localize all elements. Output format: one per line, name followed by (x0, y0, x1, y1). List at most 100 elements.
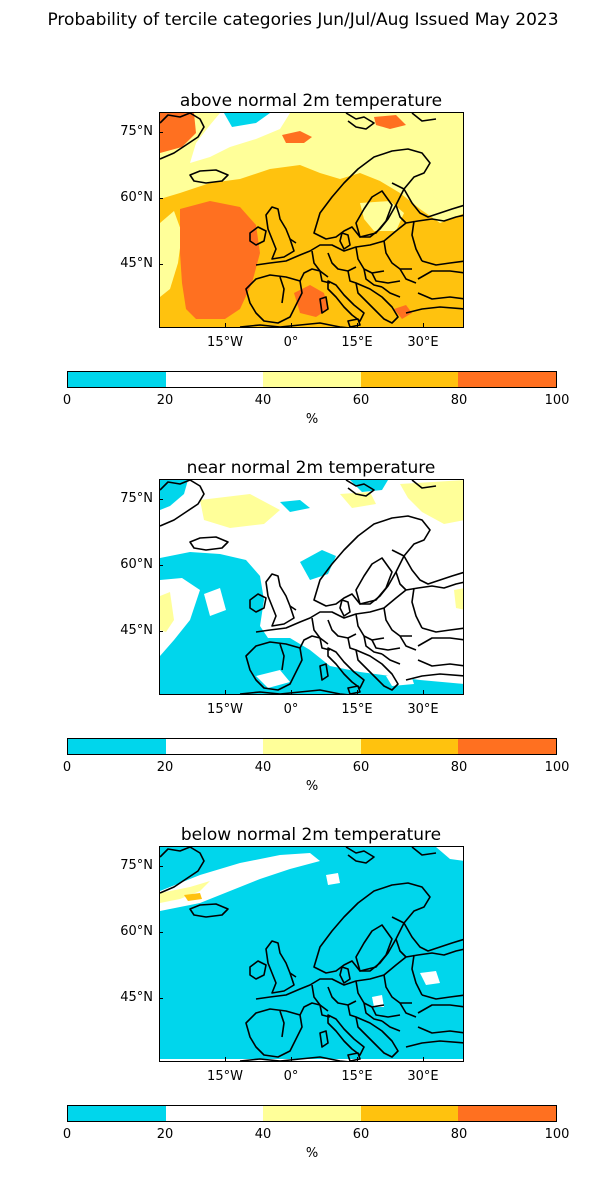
coastline-layer (160, 480, 463, 694)
coastline (391, 549, 463, 585)
coastline (245, 1008, 303, 1058)
field-0-20 (280, 500, 310, 512)
lon-tick-mark (423, 690, 424, 694)
field-80-100 (180, 201, 260, 323)
country-border (299, 268, 329, 282)
coastline (255, 948, 463, 1000)
coastline (189, 536, 229, 551)
coastline (255, 581, 463, 633)
lat-tick-mark (159, 499, 163, 500)
field-80-100 (394, 305, 412, 319)
lon-tick-label: 15°W (207, 702, 243, 717)
coastline (355, 1016, 399, 1058)
colorbar-unit-label: % (305, 779, 319, 794)
lat-tick-label: 75°N (120, 491, 153, 506)
colorbar (67, 371, 557, 388)
colorbar-segment (458, 1106, 556, 1121)
colorbar-tick-label: 100 (544, 760, 570, 775)
country-border (347, 637, 357, 651)
map-panel-above: above normal 2m temperature 75°N 60°N 45… (0, 90, 606, 458)
lon-tick-mark (423, 1057, 424, 1061)
coastline (327, 647, 365, 689)
lon-tick-mark (291, 323, 292, 327)
country-border (399, 268, 417, 284)
colorbar-unit-label: % (305, 412, 319, 427)
coastline (347, 685, 361, 694)
field-20-40 (420, 971, 440, 985)
coastline (417, 637, 463, 647)
coastline (189, 903, 229, 918)
country-border (381, 1020, 401, 1032)
lon-tick-mark (423, 323, 424, 327)
panel-title: below normal 2m temperature (180, 825, 442, 845)
forecast-map (159, 846, 464, 1062)
coastline (239, 322, 349, 327)
colorbar-tick-label: 100 (544, 393, 570, 408)
country-border (399, 635, 417, 651)
colorbar-tick-label: 0 (62, 1127, 72, 1142)
colorbar-segment (360, 372, 459, 387)
coastline (391, 916, 463, 952)
colorbar-tick-label: 60 (352, 393, 370, 408)
colorbar-segment (165, 372, 264, 387)
coastline (417, 1004, 463, 1014)
lon-tick-mark (357, 323, 358, 327)
country-border (371, 639, 401, 651)
colorbar-tick-label: 20 (156, 1127, 174, 1142)
lat-tick-label: 45°N (120, 990, 153, 1005)
lon-tick-label: 30°E (407, 1069, 439, 1084)
coastline (319, 663, 329, 681)
lon-tick-label: 15°W (207, 335, 243, 350)
lat-tick-label: 45°N (120, 623, 153, 638)
field-40-60 (160, 881, 210, 903)
lat-tick-mark (159, 631, 163, 632)
colorbar-tick-label: 20 (156, 393, 174, 408)
coastline (405, 306, 463, 314)
country-border (395, 938, 407, 958)
coastline (339, 966, 351, 984)
country-border (311, 250, 321, 272)
lat-tick-mark (159, 198, 163, 199)
country-border (289, 605, 297, 611)
coastline (417, 1026, 463, 1034)
field-60-80 (184, 893, 202, 901)
colorbar-segment (68, 739, 166, 754)
country-border (363, 268, 383, 288)
country-border (421, 627, 463, 633)
figure-title: Probability of tercile categories Jun/Ju… (47, 10, 559, 30)
coastline (339, 599, 351, 617)
field-40-60 (360, 201, 404, 231)
coastline (391, 182, 463, 218)
field-0-20 (160, 552, 463, 694)
colorbar-tick-label: 0 (62, 760, 72, 775)
country-border (299, 1002, 329, 1016)
lon-tick-mark (225, 1057, 226, 1061)
lon-tick-label: 30°E (407, 702, 439, 717)
field-80-100 (160, 113, 196, 153)
map-canvas (160, 480, 463, 694)
colorbar-tick-label: 40 (254, 393, 272, 408)
field-40-60 (400, 480, 463, 524)
lat-tick-mark (159, 565, 163, 566)
coastline (417, 659, 463, 667)
colorbar-segment (165, 1106, 264, 1121)
country-border (411, 220, 423, 262)
colorbar-segment (263, 372, 361, 387)
country-border (279, 643, 285, 671)
field-0-20 (300, 550, 336, 580)
lat-tick-mark (159, 132, 163, 133)
country-border (289, 972, 297, 978)
field-40-60 (160, 211, 182, 297)
coastline (239, 689, 349, 694)
lat-tick-label: 45°N (120, 256, 153, 271)
coastline (249, 226, 267, 246)
country-border (347, 270, 357, 284)
coastline (189, 169, 229, 184)
country-border (395, 571, 407, 591)
lon-tick-label: 15°E (341, 1069, 373, 1084)
colorbar-tick-label: 40 (254, 1127, 272, 1142)
coastline (265, 940, 295, 994)
coastline (405, 1040, 463, 1048)
coastline (265, 206, 295, 260)
colorbar-segment (360, 739, 459, 754)
